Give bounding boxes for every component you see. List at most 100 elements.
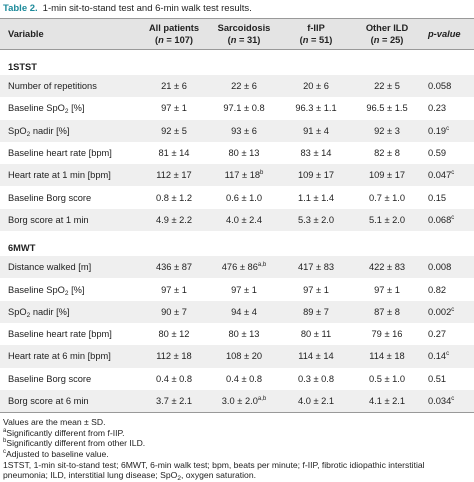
- text: 0.82: [428, 284, 447, 295]
- cell: 83 ± 14: [280, 142, 352, 164]
- text: 0.6 ± 1.0: [225, 192, 263, 203]
- footnote: Values are the mean ± SD.: [3, 417, 468, 428]
- text: n: [230, 35, 237, 45]
- cell: 1.1 ± 1.4: [280, 186, 352, 208]
- text: 5.1 ± 2.0: [368, 214, 406, 225]
- text: Baseline Borg score: [8, 373, 92, 384]
- text: Borg score at 6 min: [8, 396, 89, 406]
- text: 0.14: [428, 351, 447, 362]
- superscript: a,b: [257, 396, 267, 402]
- cell: 436 ± 87: [140, 256, 208, 278]
- text: p-value: [428, 29, 461, 39]
- text: 83 ± 14: [300, 148, 332, 159]
- data-row: Number of repetitions 21 ± 6 22 ± 6 20 ± 6 2…: [0, 75, 474, 98]
- text: 20 ± 6: [303, 81, 329, 92]
- cell: 82 ± 8: [352, 142, 422, 164]
- text: Values are the mean ± SD.: [3, 417, 106, 428]
- data-row: Borg score at 1 min 4.9 ± 2.2 4.0 ± 2.4 5.3…: [0, 208, 474, 232]
- cell: 97 ± 1: [140, 278, 208, 300]
- cell: 91 ± 4: [280, 120, 352, 142]
- section-row: 6MWT: [0, 231, 474, 256]
- text: 21 ± 6: [161, 81, 187, 92]
- table-header: Variable All patients (n = 107) Sarcoidosis…: [0, 18, 474, 50]
- cell: 22 ± 5: [352, 75, 422, 97]
- text: 80 ± 13: [228, 329, 260, 340]
- text: (: [155, 35, 159, 45]
- text: 0.068: [428, 214, 452, 225]
- data-row: Baseline Borg score 0.4 ± 0.8 0.4 ± 0.8 0.3…: [0, 368, 474, 390]
- data-row: Baseline SpO2 [%] 97 ± 1 97 ± 1 97 ± 1 97 ± …: [0, 278, 474, 300]
- text: 0.7 ± 1.0: [368, 192, 406, 203]
- cell: 0.27: [422, 323, 474, 345]
- superscript: c: [446, 125, 450, 132]
- row-label: Baseline SpO2 [%]: [0, 278, 140, 300]
- row-label: Number of repetitions: [0, 75, 140, 97]
- text: (: [370, 35, 374, 45]
- cell: 0.51: [422, 368, 474, 390]
- text: n: [373, 35, 380, 45]
- section-row: 1STST: [0, 50, 474, 76]
- subscript: 2: [26, 130, 31, 138]
- superscript: c: [446, 351, 450, 358]
- text: 114 ± 18: [369, 351, 405, 362]
- cell: 0.8 ± 1.2: [140, 186, 208, 208]
- superscript: c: [451, 214, 455, 221]
- column-header: All patients (n = 107): [140, 19, 208, 50]
- data-row: SpO2 nadir [%] 90 ± 7 94 ± 4 89 ± 7 87 ± 8 0.…: [0, 300, 474, 323]
- cell: 112 ± 17: [140, 164, 208, 186]
- text: 90 ± 7: [161, 306, 187, 317]
- text: 436 ± 87: [155, 262, 193, 273]
- text: Baseline heart rate [bpm]: [8, 329, 112, 340]
- subscript: 2: [64, 108, 69, 116]
- row-label: Baseline heart rate [bpm]: [0, 323, 140, 345]
- row-label: Heart rate at 1 min [bpm]: [0, 164, 140, 186]
- text: Variable: [8, 29, 44, 39]
- text: 96.3 ± 1.1: [295, 103, 337, 114]
- text: 1.1 ± 1.4: [297, 192, 335, 203]
- cell: 0.008: [422, 256, 474, 278]
- text: 0.23: [428, 103, 447, 114]
- cell: 3.7 ± 2.1: [140, 390, 208, 413]
- cell: 0.15: [422, 186, 474, 208]
- cell: 97 ± 1: [280, 278, 352, 300]
- text: 114 ± 14: [298, 351, 334, 362]
- text: 80 ± 12: [158, 329, 190, 340]
- cell: 96.5 ± 1.5: [352, 97, 422, 119]
- cell: 0.002c: [422, 301, 474, 323]
- cell: 92 ± 3: [352, 120, 422, 142]
- table-title: Table 2. 1-min sit-to-stand test and 6-mi…: [0, 0, 474, 18]
- text: 417 ± 83: [297, 262, 335, 273]
- text: 109 ± 17: [368, 170, 406, 181]
- text: 97.1 ± 0.8: [223, 103, 265, 114]
- cell: 80 ± 11: [280, 323, 352, 345]
- cell: 0.59: [422, 142, 474, 164]
- text: 3.7 ± 2.1: [155, 396, 193, 406]
- cell: 3.0 ± 2.0a,b: [208, 390, 280, 413]
- cell: 80 ± 13: [208, 323, 280, 345]
- text: Baseline SpO: [8, 103, 65, 114]
- cell: 0.058: [422, 75, 474, 97]
- data-row: Distance walked [m] 436 ± 87 476 ± 86a,b 41…: [0, 256, 474, 279]
- text: 97 ± 1: [374, 284, 400, 295]
- text: 0.058: [428, 81, 452, 92]
- cell: 81 ± 14: [140, 142, 208, 164]
- superscript: c: [451, 396, 455, 402]
- data-row: SpO2 nadir [%] 92 ± 5 93 ± 6 91 ± 4 92 ± 3 0.…: [0, 119, 474, 142]
- text: Baseline heart rate [bpm]: [8, 148, 112, 159]
- cell: 22 ± 6: [208, 75, 280, 97]
- cell: 93 ± 6: [208, 120, 280, 142]
- text: Significantly different from f-IIP.: [6, 427, 125, 438]
- cell: 90 ± 7: [140, 301, 208, 323]
- cell: 417 ± 83: [280, 256, 352, 278]
- cell: 0.4 ± 0.8: [208, 368, 280, 390]
- text: 89 ± 7: [303, 306, 329, 317]
- text: 80 ± 13: [228, 148, 260, 159]
- text: 0.4 ± 0.8: [155, 373, 193, 384]
- text: 4.0 ± 2.4: [225, 214, 263, 225]
- results-table: Variable All patients (n = 107) Sarcoidosis…: [0, 18, 474, 413]
- text: Heart rate at 1 min [bpm]: [8, 170, 111, 181]
- text: 0.002: [428, 306, 452, 317]
- cell: 476 ± 86a,b: [208, 256, 280, 278]
- text: 97 ± 1: [161, 103, 187, 114]
